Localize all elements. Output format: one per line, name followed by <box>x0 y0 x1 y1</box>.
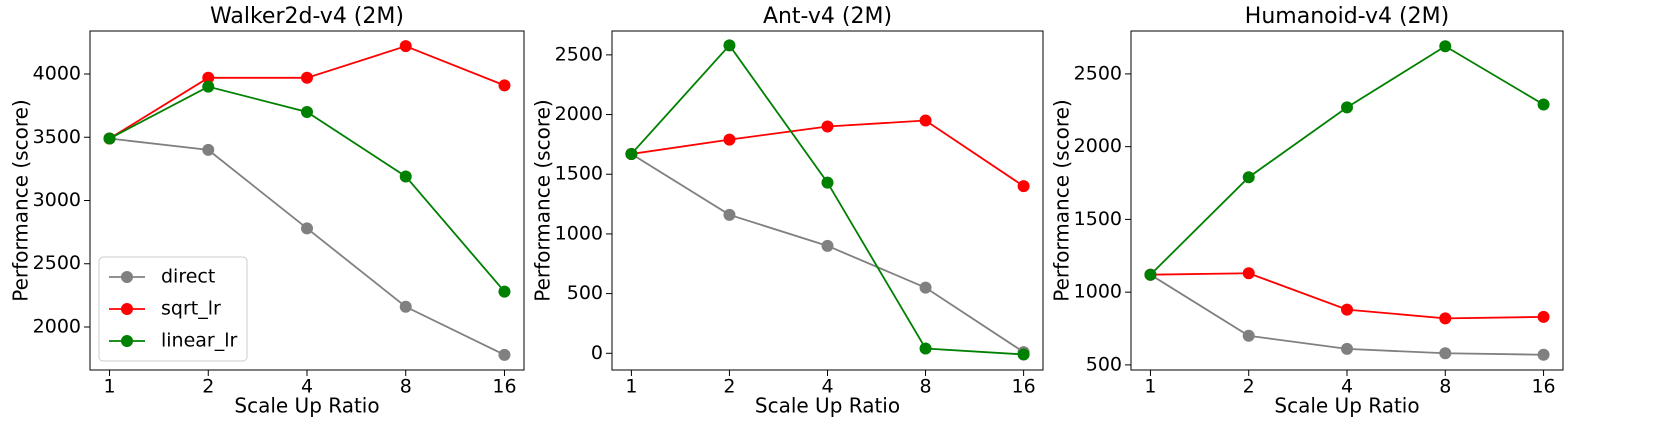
y-tick-label: 1500 <box>1074 208 1122 230</box>
x-tick-label: 4 <box>301 376 313 398</box>
y-tick-label: 4000 <box>33 63 81 85</box>
y-tick-label: 1500 <box>555 163 603 185</box>
data-point <box>625 147 638 160</box>
data-point <box>399 40 412 53</box>
chart-title: Ant-v4 (2M) <box>763 4 892 29</box>
y-axis-label: Performance (score) <box>1050 99 1074 301</box>
data-point <box>301 222 313 235</box>
y-tick-label: 2000 <box>33 315 81 337</box>
x-tick-label: 1 <box>103 376 115 398</box>
y-tick-label: 2000 <box>1074 135 1122 157</box>
data-point <box>1017 180 1030 193</box>
data-point <box>1341 303 1353 316</box>
y-tick-label: 500 <box>1086 353 1122 375</box>
data-point <box>202 71 215 84</box>
data-point <box>821 239 834 252</box>
data-point <box>202 143 215 156</box>
data-point <box>1537 348 1550 361</box>
data-point <box>1439 347 1452 360</box>
x-tick-label: 16 <box>492 376 516 398</box>
x-axis-label: Scale Up Ratio <box>755 394 900 418</box>
data-point <box>202 80 215 93</box>
x-axis-label: Scale Up Ratio <box>234 394 379 418</box>
data-point <box>301 71 313 84</box>
x-tick-label: 16 <box>1531 376 1555 398</box>
data-point <box>1439 40 1452 53</box>
x-tick-label: 8 <box>920 376 932 398</box>
data-point <box>723 208 736 221</box>
data-point <box>1144 268 1157 281</box>
x-tick-label: 1 <box>1144 376 1156 398</box>
data-point <box>723 39 736 52</box>
data-point <box>919 281 932 294</box>
series-line <box>109 45 505 140</box>
data-point <box>301 105 313 118</box>
data-point <box>919 342 932 355</box>
data-point <box>821 120 834 133</box>
x-tick-label: 2 <box>1243 376 1255 398</box>
data-point <box>1341 342 1353 355</box>
data-point <box>1537 98 1550 111</box>
legend-marker <box>121 271 133 283</box>
y-tick-label: 2500 <box>33 252 81 274</box>
y-tick-label: 2500 <box>1074 62 1122 84</box>
x-tick-label: 8 <box>400 376 412 398</box>
legend-marker <box>121 303 133 315</box>
x-tick-label: 4 <box>1341 376 1353 398</box>
y-tick-label: 1000 <box>555 222 603 244</box>
x-tick-label: 1 <box>625 376 637 398</box>
x-tick-label: 2 <box>202 376 214 398</box>
x-tick-label: 8 <box>1439 376 1451 398</box>
data-point <box>821 176 834 189</box>
data-point <box>498 285 511 298</box>
y-tick-label: 3000 <box>33 189 81 211</box>
legend-box <box>98 256 248 362</box>
legend-label: sqrt_lr <box>161 298 221 320</box>
series-line <box>1149 45 1545 276</box>
series-line <box>630 43 1024 356</box>
y-axis-label: Performance (score) <box>531 99 555 301</box>
data-point <box>103 132 116 145</box>
data-point <box>1242 171 1255 184</box>
y-tick-label: 1000 <box>1074 281 1122 303</box>
x-tick-label: 2 <box>723 376 735 398</box>
x-tick-label: 16 <box>1012 376 1036 398</box>
legend-label: linear_lr <box>161 330 238 352</box>
y-tick-label: 2500 <box>555 43 603 65</box>
plot-frame <box>89 30 525 371</box>
y-tick-label: 2000 <box>555 103 603 125</box>
chart-title: Humanoid-v4 (2M) <box>1245 4 1449 29</box>
data-point <box>1017 348 1030 361</box>
chart-title: Walker2d-v4 (2M) <box>210 4 404 29</box>
x-axis-label: Scale Up Ratio <box>1274 394 1419 418</box>
data-point <box>723 133 736 146</box>
legend-marker <box>121 335 133 347</box>
data-point <box>399 170 412 183</box>
y-tick-label: 0 <box>591 342 603 364</box>
data-point <box>1439 312 1452 325</box>
data-point <box>399 300 412 313</box>
x-tick-label: 4 <box>821 376 833 398</box>
y-tick-label: 500 <box>567 282 603 304</box>
data-point <box>498 79 511 92</box>
data-point <box>498 348 511 361</box>
data-point <box>919 114 932 127</box>
plot-frame <box>611 30 1044 371</box>
y-tick-label: 3500 <box>33 126 81 148</box>
y-axis-label: Performance (score) <box>9 99 33 301</box>
data-point <box>1242 267 1255 280</box>
plot-frame <box>1130 30 1564 371</box>
data-point <box>1341 101 1353 114</box>
legend-label: direct <box>161 266 215 288</box>
data-point <box>1537 310 1550 323</box>
data-point <box>1242 329 1255 342</box>
